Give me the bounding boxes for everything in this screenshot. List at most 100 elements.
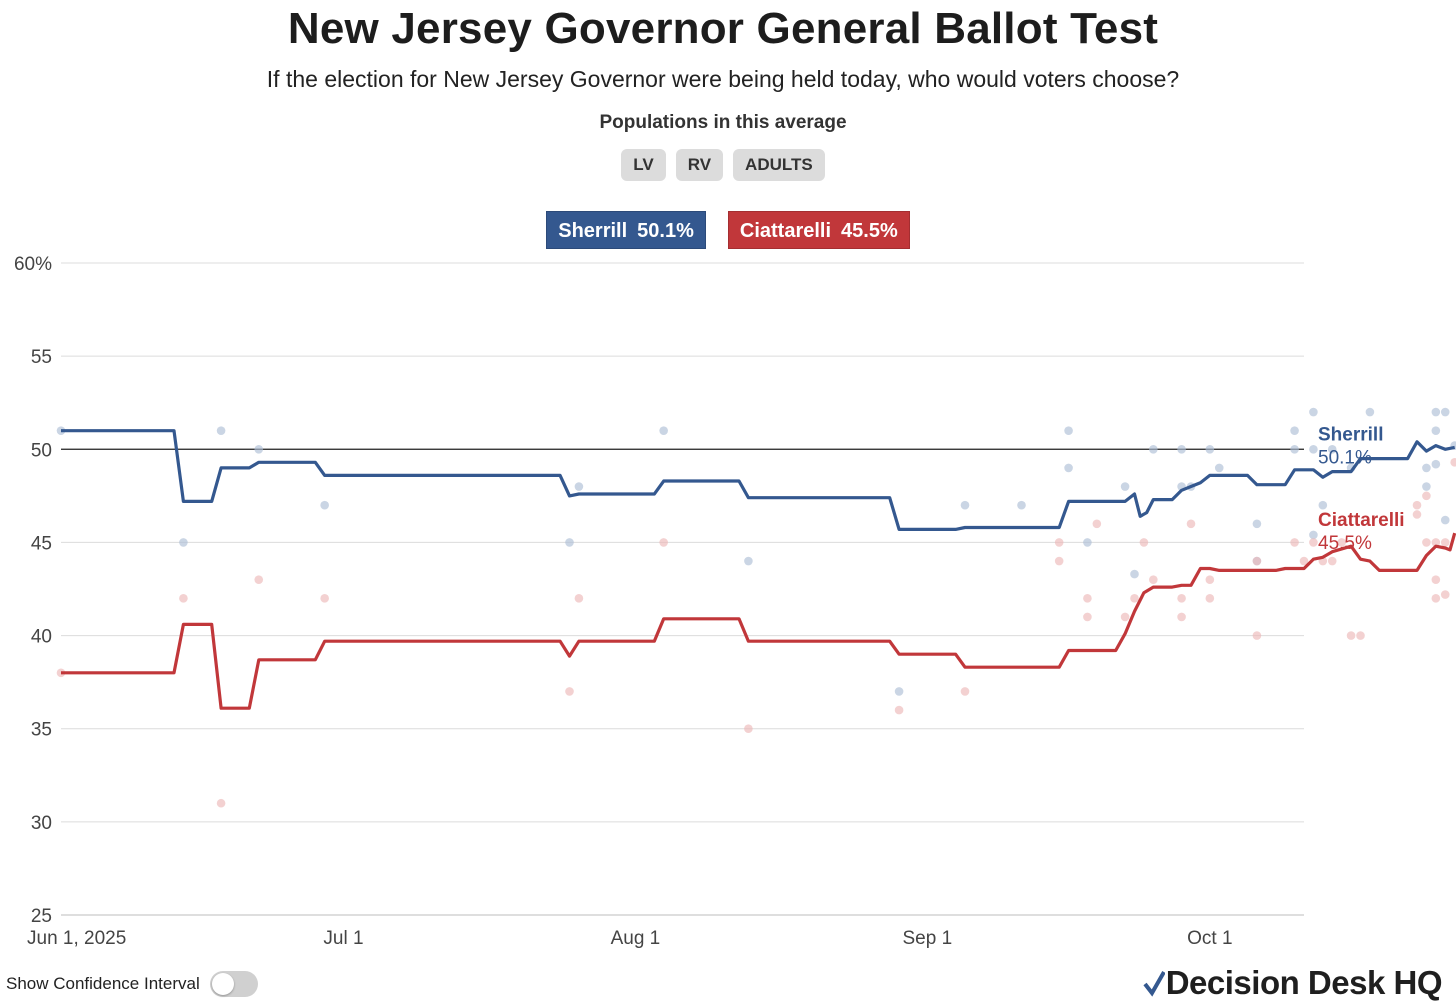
- sherrill-poll-dot: [1130, 569, 1139, 579]
- x-tick-label: Jun 1, 2025: [27, 928, 126, 949]
- ciattarelli-poll-dot: [1205, 575, 1215, 584]
- population-rv-button[interactable]: RV: [675, 149, 724, 181]
- ciattarelli-poll-dot: [1054, 538, 1064, 547]
- ciattarelli-poll-dot: [179, 594, 188, 603]
- ciattarelli-poll-dot: [1054, 556, 1064, 566]
- ciattarelli-poll-dot: [1186, 519, 1196, 529]
- legend-ciattarelli-value: 45.5%: [841, 220, 898, 242]
- legend-ciattarelli-name: Ciattarelli: [739, 220, 832, 242]
- sherrill-poll-dot: [1252, 519, 1262, 529]
- sherrill-average-line: [61, 429, 1456, 531]
- legend-sherrill-name: Sherrill: [558, 220, 628, 242]
- legend-sherrill[interactable]: Sherrill 50.1%: [546, 211, 706, 249]
- sherrill-poll-dot: [1431, 407, 1441, 417]
- population-lv-button[interactable]: LV: [621, 149, 666, 181]
- sherrill-poll-dot: [1083, 538, 1092, 547]
- sherrill-poll-dot: [1214, 463, 1224, 473]
- sherrill-poll-dot: [1422, 482, 1431, 491]
- sherrill-poll-dot: [744, 556, 753, 566]
- ciattarelli-poll-dot: [659, 538, 668, 547]
- ciattarelli-poll-dot: [1252, 631, 1262, 640]
- sherrill-poll-dot: [1309, 407, 1318, 417]
- x-tick-label: Sep 1: [903, 928, 953, 949]
- y-tick-label: 40: [31, 627, 52, 648]
- confidence-interval-toggle[interactable]: Show Confidence Interval: [6, 971, 258, 997]
- sherrill-poll-dot: [216, 426, 226, 435]
- sherrill-poll-dot: [1440, 407, 1450, 417]
- sherrill-poll-dot: [1422, 463, 1431, 473]
- chart-subtitle: If the election for New Jersey Governor …: [266, 66, 1180, 92]
- ciattarelli-poll-dot: [1120, 612, 1130, 622]
- sherrill-poll-dot: [1309, 444, 1318, 454]
- population-filter-group: LV RV ADULTS: [0, 149, 1446, 181]
- sherrill-poll-dot: [1431, 426, 1441, 435]
- series-lines: [61, 429, 1456, 710]
- ciattarelli-poll-dot: [574, 594, 584, 603]
- ciattarelli-poll-dot: [565, 687, 574, 696]
- sherrill-poll-dot: [565, 538, 574, 547]
- ciattarelli-poll-dot: [1177, 594, 1186, 603]
- sherrill-poll-dot: [1440, 515, 1450, 525]
- ciattarelli-poll-dot: [1092, 519, 1102, 529]
- y-tick-label: 60%: [14, 254, 52, 275]
- sherrill-poll-dot: [254, 444, 264, 454]
- y-tick-label: 45: [31, 533, 52, 554]
- y-tick-label: 35: [31, 720, 52, 741]
- ciattarelli-poll-dot: [1177, 612, 1186, 622]
- sherrill-poll-dot: [1365, 407, 1375, 417]
- ciattarelli-poll-dot: [1431, 594, 1441, 603]
- ciattarelli-poll-dot: [1309, 538, 1318, 547]
- ciattarelli-poll-dot: [1431, 538, 1441, 547]
- ciattarelli-poll-dot: [1450, 458, 1456, 467]
- ciattarelli-poll-dot: [1337, 538, 1346, 547]
- sherrill-poll-dot: [1149, 444, 1158, 454]
- gridlines: [61, 262, 1304, 916]
- population-adults-button[interactable]: ADULTS: [733, 149, 825, 181]
- ciattarelli-poll-dot: [1440, 590, 1450, 599]
- ciattarelli-poll-dot: [1412, 500, 1422, 510]
- ciattarelli-poll-dot: [960, 687, 970, 696]
- ciattarelli-poll-dot: [1083, 612, 1092, 622]
- ciattarelli-end-label-value: 45.5%: [1318, 533, 1372, 554]
- y-tick-label: 25: [31, 906, 52, 927]
- sherrill-poll-dot: [894, 687, 904, 696]
- chart-title: New Jersey Governor General Ballot Test: [287, 4, 1159, 53]
- sherrill-poll-dot: [1064, 426, 1073, 435]
- x-tick-label: Oct 1: [1187, 928, 1232, 949]
- sherrill-poll-dot: [1290, 426, 1299, 435]
- ciattarelli-poll-dot: [1431, 575, 1441, 584]
- ciattarelli-poll-dot: [1149, 575, 1158, 584]
- sherrill-poll-dot: [1309, 530, 1318, 540]
- confidence-interval-switch[interactable]: [209, 971, 258, 997]
- legend-ciattarelli[interactable]: Ciattarelli 45.5%: [727, 211, 910, 249]
- brand-text: Decision Desk HQ: [1165, 964, 1443, 1001]
- sherrill-poll-dot: [659, 426, 668, 435]
- sherrill-poll-dot: [1064, 463, 1073, 473]
- decision-desk-hq-logo: Decision Desk HQ: [1143, 964, 1443, 1002]
- sherrill-end-label-name: Sherrill: [1318, 424, 1383, 445]
- sherrill-poll-dot: [1017, 500, 1026, 510]
- sherrill-poll-dot: [1205, 444, 1215, 454]
- ciattarelli-poll-dot: [1130, 594, 1139, 603]
- sherrill-poll-dot: [1431, 459, 1441, 469]
- x-tick-label: Jul 1: [323, 928, 363, 949]
- ciattarelli-poll-dot: [1356, 631, 1365, 640]
- y-tick-label: 55: [31, 347, 52, 368]
- ciattarelli-poll-dot: [894, 705, 904, 715]
- sherrill-poll-dot: [960, 500, 970, 510]
- ciattarelli-poll-dot: [1422, 491, 1431, 501]
- x-tick-label: Aug 1: [611, 928, 661, 949]
- ciattarelli-end-label-name: Ciattarelli: [1318, 510, 1405, 531]
- sherrill-poll-dot: [320, 500, 329, 510]
- populations-label: Populations in this average: [599, 112, 847, 133]
- ciattarelli-poll-dot: [1412, 510, 1422, 519]
- ciattarelli-poll-dot: [1083, 594, 1092, 603]
- ciattarelli-poll-dot: [1327, 556, 1337, 566]
- ciattarelli-poll-dot: [1299, 556, 1309, 566]
- ciattarelli-poll-dot: [1346, 631, 1356, 640]
- ciattarelli-poll-dot: [744, 724, 753, 734]
- sherrill-end-label-value: 50.1%: [1318, 447, 1372, 468]
